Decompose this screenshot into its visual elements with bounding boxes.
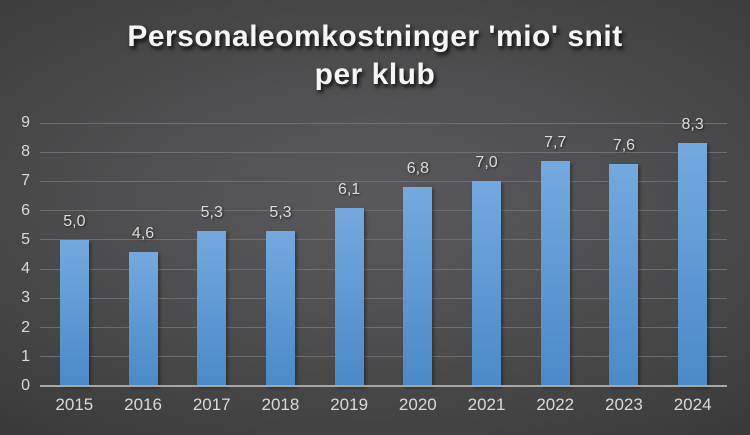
gridline: [40, 239, 727, 241]
y-axis-label: 6: [21, 201, 30, 219]
bar-value-label: 7,7: [544, 133, 567, 151]
y-axis-label: 4: [21, 260, 30, 278]
x-axis-label: 2015: [55, 395, 94, 414]
x-axis-label: 2024: [673, 395, 712, 414]
bar: [59, 239, 89, 386]
bar: [334, 207, 364, 386]
y-axis-label: 1: [21, 347, 30, 365]
gridline: [40, 210, 727, 212]
bar-value-label: 8,3: [681, 116, 704, 134]
gridline: [40, 180, 727, 182]
gridline: [40, 297, 727, 299]
bar: [265, 231, 295, 386]
bar: [472, 181, 502, 386]
gridline: [40, 122, 727, 124]
bar-value-label: 5,0: [63, 212, 86, 230]
y-axis-label: 3: [21, 289, 30, 307]
bar: [128, 251, 158, 386]
bar-value-label: 6,8: [406, 160, 429, 178]
x-axis-label: 2021: [467, 395, 506, 414]
x-axis-label: 2019: [330, 395, 369, 414]
y-axis-label: 5: [21, 230, 30, 248]
bar-value-label: 5,3: [200, 204, 223, 222]
chart-title-line1: Personaleomkostninger 'mio' snit: [127, 20, 623, 53]
y-axis-label: 7: [21, 172, 30, 190]
bar: [197, 231, 227, 386]
y-axis-label: 0: [21, 377, 30, 394]
bar: [609, 163, 639, 386]
gridline: [40, 327, 727, 329]
x-axis-label: 2020: [398, 395, 437, 414]
y-axis-label: 2: [21, 318, 30, 336]
x-axis-line: [40, 385, 727, 387]
bar-value-label: 5,3: [269, 204, 292, 222]
x-axis-label: 2023: [605, 395, 643, 414]
gridline: [40, 356, 727, 358]
gridline: [40, 268, 727, 270]
x-axis-label: 2018: [261, 395, 300, 414]
bar-value-label: 6,1: [338, 180, 361, 198]
chart-title: Personaleomkostninger 'mio' snit per klu…: [0, 18, 750, 94]
bar-value-label: 7,0: [475, 154, 498, 172]
bar: [540, 160, 570, 386]
bar: [678, 143, 708, 386]
x-axis-label: 2016: [124, 395, 162, 414]
gridline: [40, 151, 727, 153]
bar: [403, 187, 433, 386]
y-axis-label: 9: [21, 114, 30, 131]
y-axis-label: 8: [21, 143, 30, 161]
bar-value-label: 4,6: [131, 224, 155, 242]
x-axis-label: 2022: [536, 395, 575, 414]
chart-title-line2: per klub: [314, 58, 436, 91]
x-axis-label: 2017: [192, 395, 231, 414]
bar-value-label: 7,6: [612, 136, 636, 154]
